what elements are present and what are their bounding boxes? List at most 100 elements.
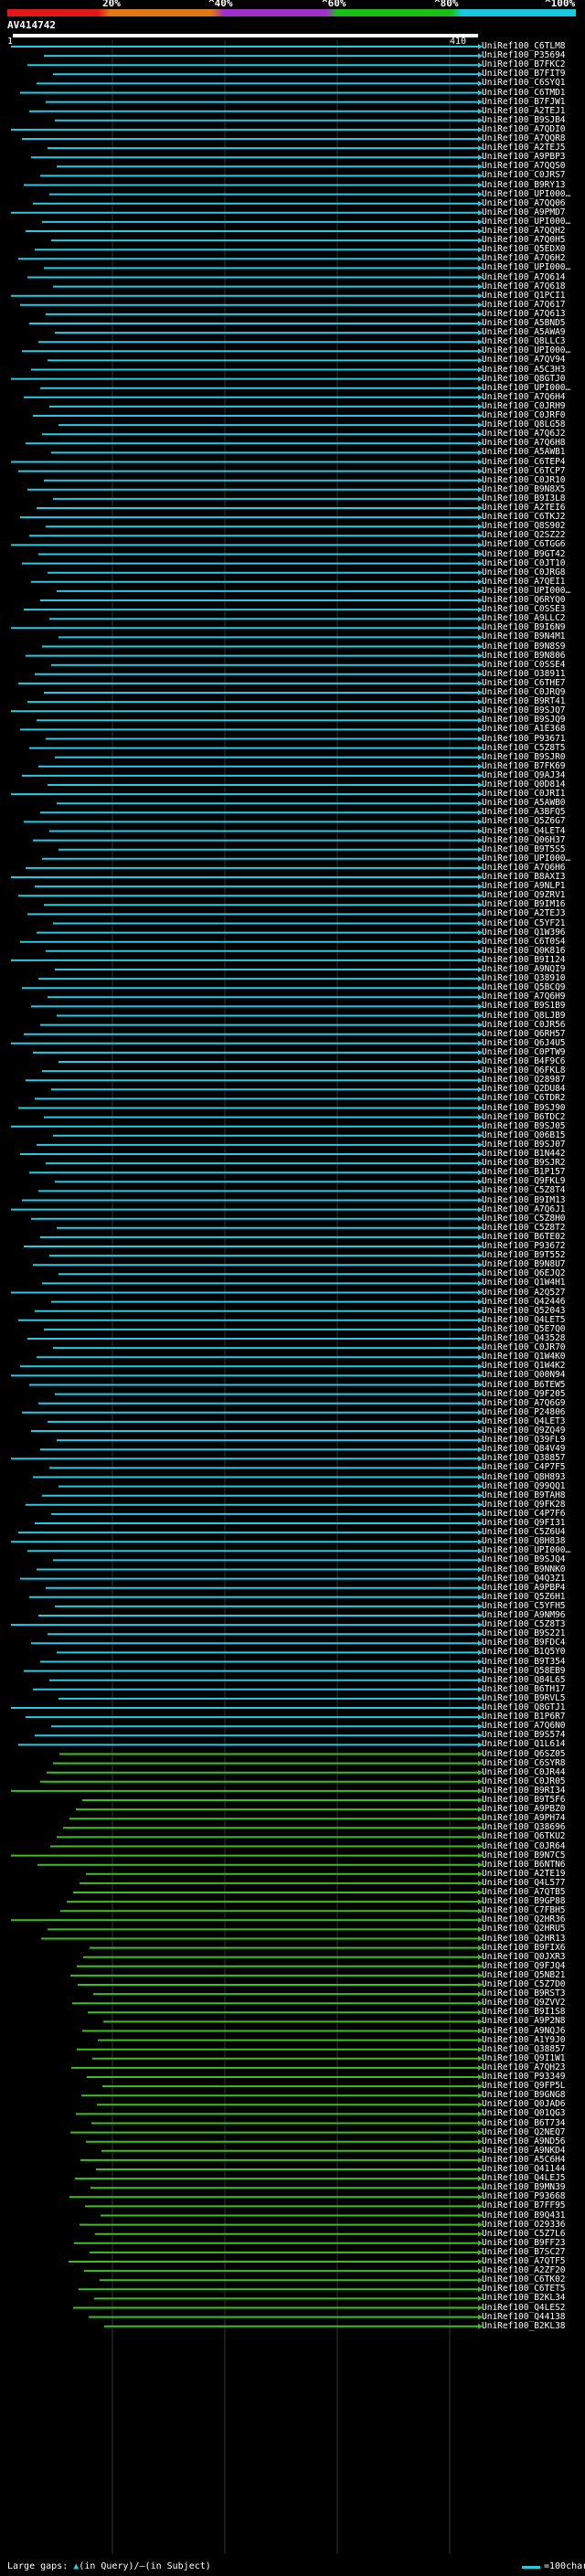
hit-label[interactable]: UniRef100_B9SJ90: [482, 1102, 566, 1113]
hit-label[interactable]: UniRef100_B9SJB4: [482, 114, 566, 125]
hit-label[interactable]: UniRef100_Q2NEQ7: [482, 2126, 566, 2137]
hit-label[interactable]: UniRef100_A7QTF5: [482, 2256, 566, 2266]
hit-label[interactable]: UniRef100_Q5E7Q0: [482, 1323, 566, 1334]
hit-label[interactable]: UniRef100_B9I124: [482, 954, 566, 965]
hit-label[interactable]: UniRef100_Q2HRU5: [482, 1924, 566, 1935]
hit-label[interactable]: UniRef100_A5BND5: [482, 318, 566, 328]
hit-label[interactable]: UniRef100_Q9F205: [482, 1388, 566, 1399]
hit-label[interactable]: UniRef100_P35694: [482, 50, 566, 61]
hit-label[interactable]: UniRef100_Q8LG58: [482, 419, 566, 430]
hit-label[interactable]: UniRef100_A9PBP3: [482, 152, 566, 163]
hit-label[interactable]: UniRef100_A9NM96: [482, 1610, 566, 1620]
hit-label[interactable]: UniRef100_B9T5F6: [482, 1795, 566, 1805]
hit-label[interactable]: UniRef100_Q8H893: [482, 1471, 566, 1482]
hit-label[interactable]: UniRef100_A9NQI9: [482, 964, 566, 974]
hit-label[interactable]: UniRef100_Q8GTJ1: [482, 1702, 566, 1712]
hit-label[interactable]: UniRef100_Q6SZ05: [482, 1748, 566, 1759]
hit-label[interactable]: UniRef100_B9FIX6: [482, 1942, 566, 1953]
hit-label[interactable]: UniRef100_B9I3L8: [482, 493, 566, 504]
hit-label[interactable]: UniRef100_C6TMD1: [482, 87, 566, 98]
hit-label[interactable]: UniRef100_B9IM13: [482, 1194, 566, 1205]
hit-label[interactable]: UniRef100_C5Z8T4: [482, 1185, 566, 1196]
hit-label[interactable]: UniRef100_C0SSE3: [482, 604, 566, 615]
hit-label[interactable]: UniRef100_A2TE19: [482, 1868, 566, 1879]
hit-label[interactable]: UniRef100_A2TEI6: [482, 503, 566, 513]
hit-label[interactable]: UniRef100_B7FJW1: [482, 96, 566, 107]
hit-label[interactable]: UniRef100_A5C6H4: [482, 2154, 566, 2165]
hit-label[interactable]: UniRef100_A7QQ06: [482, 197, 566, 208]
hit-label[interactable]: UniRef100_Q9ZRV1: [482, 890, 566, 901]
hit-label[interactable]: UniRef100_Q01QG3: [482, 2108, 566, 2119]
hit-label[interactable]: UniRef100_Q2HR36: [482, 1914, 566, 1925]
hit-label[interactable]: UniRef100_Q1W4K0: [482, 1352, 566, 1362]
hit-label[interactable]: UniRef100_A1Y9J0: [482, 2034, 566, 2045]
hit-label[interactable]: UniRef100_B7FIT9: [482, 69, 566, 80]
hit-label[interactable]: UniRef100_Q1L614: [482, 1739, 566, 1750]
hit-label[interactable]: UniRef100_C0JRG8: [482, 567, 566, 578]
hit-label[interactable]: UniRef100_A2Q527: [482, 1287, 566, 1298]
hit-label[interactable]: UniRef100_Q2SZ22: [482, 530, 566, 541]
hit-label[interactable]: UniRef100_UPI000…: [482, 585, 571, 596]
hit-label[interactable]: UniRef100_Q4LET5: [482, 1314, 566, 1325]
hit-label[interactable]: UniRef100_Q8LLC3: [482, 336, 566, 347]
hit-label[interactable]: UniRef100_A5AWB1: [482, 447, 566, 458]
hit-label[interactable]: UniRef100_C5Z8T2: [482, 1222, 566, 1233]
hit-label[interactable]: UniRef100_Q6RYQ0: [482, 595, 566, 605]
hit-label[interactable]: UniRef100_Q9ZQ49: [482, 1426, 566, 1436]
hit-label[interactable]: UniRef100_Q9AJ34: [482, 769, 566, 780]
hit-label[interactable]: UniRef100_Q9FKL9: [482, 1176, 566, 1187]
hit-label[interactable]: UniRef100_A9PBP4: [482, 1582, 566, 1593]
hit-label[interactable]: UniRef100_Q6EJQ2: [482, 1268, 566, 1279]
hit-label[interactable]: UniRef100_B9N8S9: [482, 641, 566, 652]
hit-label[interactable]: UniRef100_A5C3H3: [482, 364, 566, 375]
hit-label[interactable]: UniRef100_C6TCP7: [482, 465, 566, 476]
hit-label[interactable]: UniRef100_A2ZF20: [482, 2265, 566, 2276]
hit-label[interactable]: UniRef100_B9IM16: [482, 899, 566, 910]
hit-label[interactable]: UniRef100_A5AWB0: [482, 798, 566, 809]
hit-label[interactable]: UniRef100_Q8H838: [482, 1536, 566, 1547]
hit-label[interactable]: UniRef100_A2TEJ3: [482, 908, 566, 919]
hit-label[interactable]: UniRef100_B6TDC2: [482, 1111, 566, 1122]
hit-label[interactable]: UniRef100_Q00N94: [482, 1370, 566, 1381]
hit-label[interactable]: UniRef100_A7Q6N0: [482, 1721, 566, 1732]
hit-label[interactable]: UniRef100_B1N442: [482, 1149, 566, 1159]
hit-label[interactable]: UniRef100_C6TEP4: [482, 456, 566, 467]
hit-label[interactable]: UniRef100_Q42446: [482, 1296, 566, 1307]
hit-label[interactable]: UniRef100_B2KL38: [482, 2320, 566, 2331]
hit-label[interactable]: UniRef100_C5Z8T5: [482, 742, 566, 753]
hit-label[interactable]: UniRef100_Q41144: [482, 2164, 566, 2174]
hit-label[interactable]: UniRef100_A9ND56: [482, 2136, 566, 2147]
hit-label[interactable]: UniRef100_C7FBH5: [482, 1905, 566, 1916]
hit-label[interactable]: UniRef100_C0JRQ9: [482, 687, 566, 697]
hit-label[interactable]: UniRef100_A7QEI1: [482, 576, 566, 587]
hit-label[interactable]: UniRef100_Q6TKU2: [482, 1831, 566, 1842]
hit-label[interactable]: UniRef100_B9S221: [482, 1628, 566, 1639]
hit-label[interactable]: UniRef100_Q84V49: [482, 1444, 566, 1455]
hit-label[interactable]: UniRef100_A2TEJ1: [482, 105, 566, 116]
hit-label[interactable]: UniRef100_UPI000…: [482, 853, 571, 864]
hit-label[interactable]: UniRef100_B9RT41: [482, 696, 566, 707]
hit-label[interactable]: UniRef100_B9S1B9: [482, 1001, 566, 1012]
hit-label[interactable]: UniRef100_B9GT42: [482, 548, 566, 559]
hit-label[interactable]: UniRef100_A7Q614: [482, 271, 566, 282]
hit-label[interactable]: UniRef100_C0JT10: [482, 557, 566, 568]
hit-label[interactable]: UniRef100_Q38857: [482, 1453, 566, 1464]
hit-label[interactable]: UniRef100_B9SJ05: [482, 1120, 566, 1131]
hit-label[interactable]: UniRef100_A7Q6J2: [482, 429, 566, 440]
hit-label[interactable]: UniRef100_A1E368: [482, 724, 566, 735]
hit-label[interactable]: UniRef100_C5Z7D0: [482, 1979, 566, 1989]
hit-label[interactable]: UniRef100_B9Q431: [482, 2210, 566, 2221]
hit-label[interactable]: UniRef100_C0JR64: [482, 1840, 566, 1851]
hit-label[interactable]: UniRef100_A7Q6G9: [482, 1397, 566, 1408]
hit-label[interactable]: UniRef100_B7SC27: [482, 2246, 566, 2257]
hit-label[interactable]: UniRef100_B6NTN6: [482, 1859, 566, 1870]
hit-label[interactable]: UniRef100_Q9FI31: [482, 1518, 566, 1528]
hit-label[interactable]: UniRef100_P93668: [482, 2191, 566, 2202]
hit-label[interactable]: UniRef100_A7QQR8: [482, 133, 566, 143]
hit-label[interactable]: UniRef100_B7FKC2: [482, 59, 566, 70]
hit-label[interactable]: UniRef100_Q5EDX0: [482, 244, 566, 255]
hit-label[interactable]: UniRef100_Q06H37: [482, 834, 566, 845]
hit-label[interactable]: UniRef100_A7Q6H9: [482, 991, 566, 1002]
hit-label[interactable]: UniRef100_Q2DU84: [482, 1084, 566, 1095]
hit-label[interactable]: UniRef100_Q5Z6G7: [482, 816, 566, 827]
